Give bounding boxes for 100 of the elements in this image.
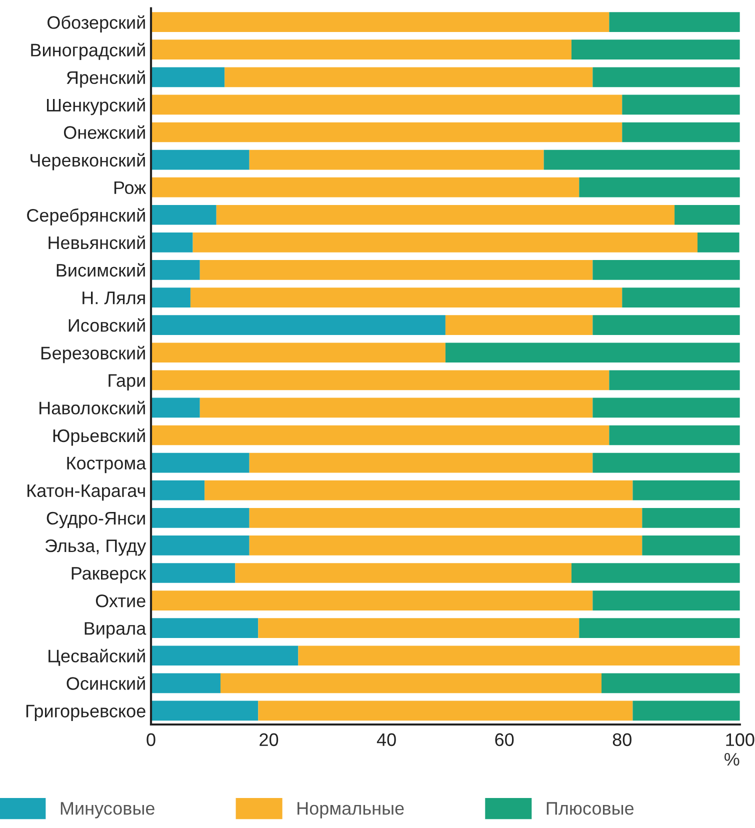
bar [151,700,258,721]
bar [609,370,740,390]
y-tick-label: Судро-Янси [46,512,145,528]
bar [249,452,593,473]
bar [258,618,580,638]
x-tick-label: 60 [495,733,514,746]
bar [151,12,610,32]
y-tick-label: Рож [114,181,146,194]
bar [151,232,193,252]
bar [200,260,593,280]
legend-label: Плюсовые [546,802,634,815]
bar [151,288,190,308]
bar [151,425,610,446]
y-tick-label: Н. Ляля [82,292,145,304]
bar [224,67,593,88]
bar [216,204,675,225]
y-tick-label: Черевконский [30,153,145,170]
x-tick-label: 20 [260,733,278,746]
bar [151,618,258,638]
bar [151,480,205,500]
bar [622,122,740,142]
bar [151,508,250,528]
y-tick-label: Кострома [67,456,146,474]
bar [151,177,580,198]
bar [151,673,220,694]
y-tick-label: Висимский [56,263,145,277]
bar [622,94,740,115]
y-tick-label: Яренский [66,70,145,88]
bar [151,67,225,88]
y-tick-label: Григорьевское [26,704,146,722]
x-tick-label: 0 [146,733,156,746]
y-tick-label: Юрьевский [53,428,145,446]
bar [249,508,642,528]
bar [151,342,446,363]
y-tick-label: Эльза, Пуду [45,539,146,556]
y-tick-label: Обозерский [48,15,145,32]
bar [151,315,446,335]
y-tick-label: Цесвайский [48,648,145,666]
bar [544,150,740,170]
y-tick-label: Гари [108,374,145,390]
x-axis-title: % [724,753,740,766]
bar [674,204,740,225]
y-tick-label: Серебрянский [27,208,145,226]
bar [445,315,593,335]
bar [632,700,740,721]
bar [235,563,572,583]
y-tick-label: Вирала [84,622,146,638]
y-tick-label: Виноградский [31,42,145,60]
bar [220,673,602,694]
y-tick-label: Наволокский [40,400,145,414]
bar [592,452,740,473]
bar [151,370,610,390]
bar [571,40,740,60]
y-tick-label: Катон-Карагач [28,484,145,501]
bar [609,425,740,446]
y-tick-label: Онежский [64,125,145,139]
bar [571,563,740,583]
bar [602,673,740,694]
bar [151,398,200,418]
bar [592,67,740,88]
bar [151,204,216,225]
bar [298,646,740,666]
bar [592,590,740,610]
y-tick-label: Осинский [66,676,145,690]
bar [609,12,740,32]
bar [151,536,250,556]
bar [632,480,740,500]
bar [151,563,236,583]
y-tick-label: Березовский [41,346,145,364]
bar [698,232,740,252]
bar [151,590,593,610]
bar [151,452,250,473]
bar [445,342,740,363]
bar [249,150,544,170]
bar [642,508,740,528]
bar [642,536,740,556]
bar [151,646,298,666]
bar [204,480,633,500]
bar [151,150,250,170]
y-tick-label: Невьянский [48,236,145,250]
bar [200,398,593,418]
x-tick-label: 100 [726,733,754,746]
bar [592,260,740,280]
legend-label: Нормальные [298,802,404,818]
bar [192,232,698,252]
bar [579,618,740,638]
bar [151,40,572,60]
bar [622,288,740,308]
x-tick-label: 80 [612,733,632,746]
bar [592,398,740,418]
bar [249,536,642,556]
bar [151,260,200,280]
y-tick-label: Шенкурский [46,98,145,116]
bar [579,177,740,198]
bar [151,122,622,142]
bar [592,315,740,335]
x-tick-label: 40 [376,733,396,746]
y-tick-label: Охтие [96,594,146,608]
y-tick-label: Ракверск [72,567,146,584]
bar [190,288,622,308]
